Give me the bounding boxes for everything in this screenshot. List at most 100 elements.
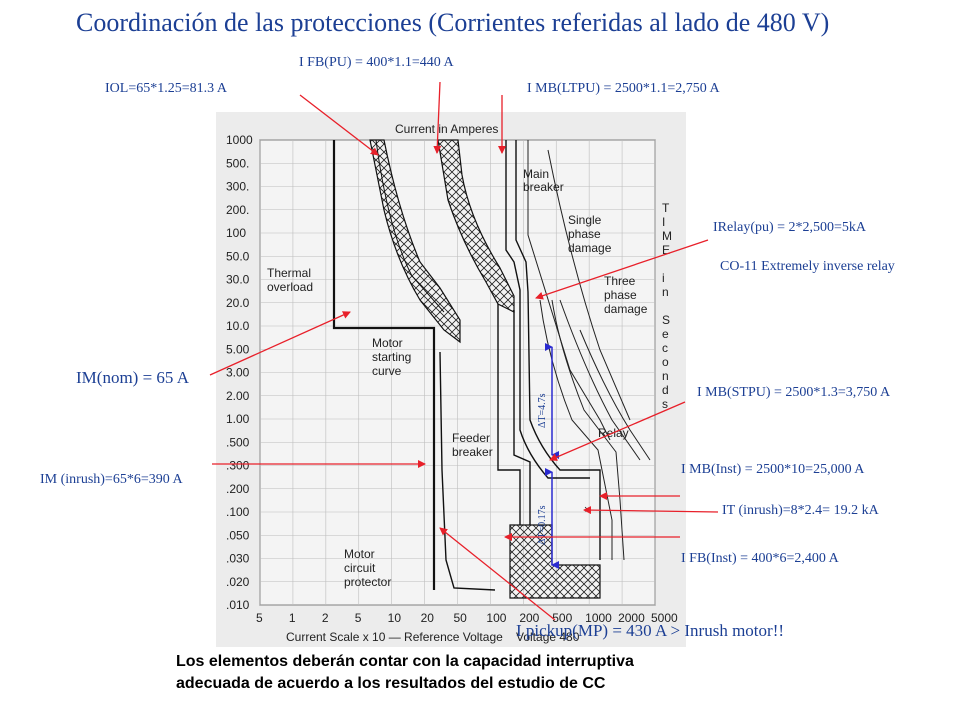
annotation-co11: CO-11 Extremely inverse relay [720,259,895,274]
relay-curve-right [551,299,625,561]
main-breaker-curve-right [515,140,601,560]
side-title-letter: I [662,215,665,229]
chart-footer-scale: Current Scale x 10 — Reference Voltage [286,630,503,644]
label-three-phase: phase [604,288,637,302]
label-mcp-3: protector [344,575,391,589]
motor-circuit-protector-curve [439,351,496,591]
y-tick-label: 1.00 [226,412,250,426]
annotation-imb-inst: I MB(Inst) = 2500*10=25,000 A [681,462,865,477]
annotation-ifb-inst: I FB(Inst) = 400*6=2,400 A [681,551,839,566]
side-title-letter: s [662,397,668,411]
y-tick-label: .030 [226,552,250,566]
x-tick-label: 50 [454,611,468,625]
y-tick-label: 100 [226,226,246,240]
arrow-ifb-pu [433,81,442,154]
y-tick-label: .010 [226,598,250,612]
y-tick-label: 1000 [226,133,253,147]
annotation-im-nom: IM(nom) = 65 A [76,368,189,387]
x-tick-label: 20 [421,611,435,625]
footer-line-1: Los elementos deberán contar con la capa… [176,653,634,670]
footer-line-2: adecuada de acuerdo a los resultados del… [176,675,606,692]
label-thermal: Thermal [267,266,311,280]
thermal-overload-inner-curve [375,139,445,313]
y-tick-labels: 1000 500. 300. 200. 100 50.0 30.0 20.0 10.0 5.00 3… [226,133,253,612]
y-tick-label: .200 [226,482,250,496]
y-tick-label: 50.0 [226,249,250,263]
y-tick-label: 20.0 [226,296,250,310]
annotation-ifb-pu: I FB(PU) = 400*1.1=440 A [299,55,454,70]
y-tick-label: .020 [226,575,250,589]
y-tick-label: 200. [226,203,249,217]
label-main-breaker: breaker [523,180,564,194]
label-motor-starting-1: Motor [372,336,403,350]
y-tick-label: .300 [226,459,250,473]
x-tick-label: 1000 [585,611,612,625]
feeder-breaker-lower-left [497,304,521,525]
label-single: Single [568,213,602,227]
side-title-letter: o [662,355,669,369]
feeder-breaker-lower-right [513,310,531,525]
x-tick-label: 1 [289,611,296,625]
y-tick-label: 500. [226,156,249,170]
side-title-letter: d [662,383,669,397]
y-tick-label: 2.00 [226,389,250,403]
label-mcp-2: circuit [344,561,376,575]
y-tick-label: 30.0 [226,273,250,287]
label-motor-starting-3: curve [372,364,402,378]
single-phase-damage-curve [527,140,611,441]
label-motor-starting-2: starting [372,350,411,364]
damage-curve-extra-1 [559,299,641,461]
label-three: Three [604,274,636,288]
three-phase-damage-curve [547,149,631,421]
side-title-letter: T [662,201,670,215]
x-tick-label: 5 [355,611,362,625]
arrow-im-nom [209,311,351,376]
arrow-it-inrush [583,506,719,515]
label-single-damage: damage [568,241,612,255]
arrow-ipickup [439,527,556,621]
annotation-irelay-pu: IRelay(pu) = 2*2,500=5kA [713,220,867,235]
delta-t-lower-label: ΔT=0.17s [537,505,548,545]
x-tick-label: 2000 [618,611,645,625]
y-tick-label: 10.0 [226,319,250,333]
chart-footer-voltage: Voltage 480 [516,630,580,644]
x-tick-label: 5000 [651,611,678,625]
x-tick-label: 500 [552,611,572,625]
x-tick-label: 100 [486,611,506,625]
annotation-imb-ltpu: I MB(LTPU) = 2500*1.1=2,750 A [527,81,720,96]
label-single-phase: phase [568,227,601,241]
x-tick-label: 10 [388,611,402,625]
arrow-irelay [535,239,709,300]
annotation-it-inrush: IT (inrush)=8*2.4= 19.2 kA [722,503,879,518]
damage-curve-extra-2 [579,329,651,461]
side-title-letter: S [662,313,670,327]
annotation-imb-stpu: I MB(STPU) = 2500*1.3=3,750 A [697,385,891,400]
label-feeder-breaker: breaker [452,445,493,459]
annotation-arrows [209,81,719,621]
side-title-letter: e [662,327,669,341]
x-tick-labels: 5 1 2 5 10 20 50 100 200 500 1000 2000 5000 [256,611,678,625]
thermal-overload-band [369,139,461,344]
y-tick-label: 5.00 [226,342,250,356]
label-mcp-1: Motor [344,547,375,561]
y-tick-label: 300. [226,180,249,194]
feeder-breaker-band [437,139,515,313]
label-main: Main [523,167,549,181]
motor-starting-curve [332,140,436,590]
label-overload: overload [267,280,313,294]
x-tick-label: 5 [256,611,263,625]
footer-note: Los elementos deberán contar con la capa… [176,651,776,695]
y-tick-label: .050 [226,528,250,542]
arrow-iol [299,94,379,156]
chart-curve-labels: Thermal overload Main breaker Single pha… [267,167,648,589]
y-tick-label: .500 [226,435,250,449]
label-feeder: Feeder [452,431,490,445]
y-tick-label: .100 [226,505,250,519]
annotation-ipickup: I pickup(MP) = 430 A > Inrush motor!! [516,621,785,640]
side-title-letter: n [662,369,669,383]
x-tick-label: 200 [519,611,539,625]
y-tick-label: 3.00 [226,366,250,380]
side-title-letter: c [662,341,668,355]
